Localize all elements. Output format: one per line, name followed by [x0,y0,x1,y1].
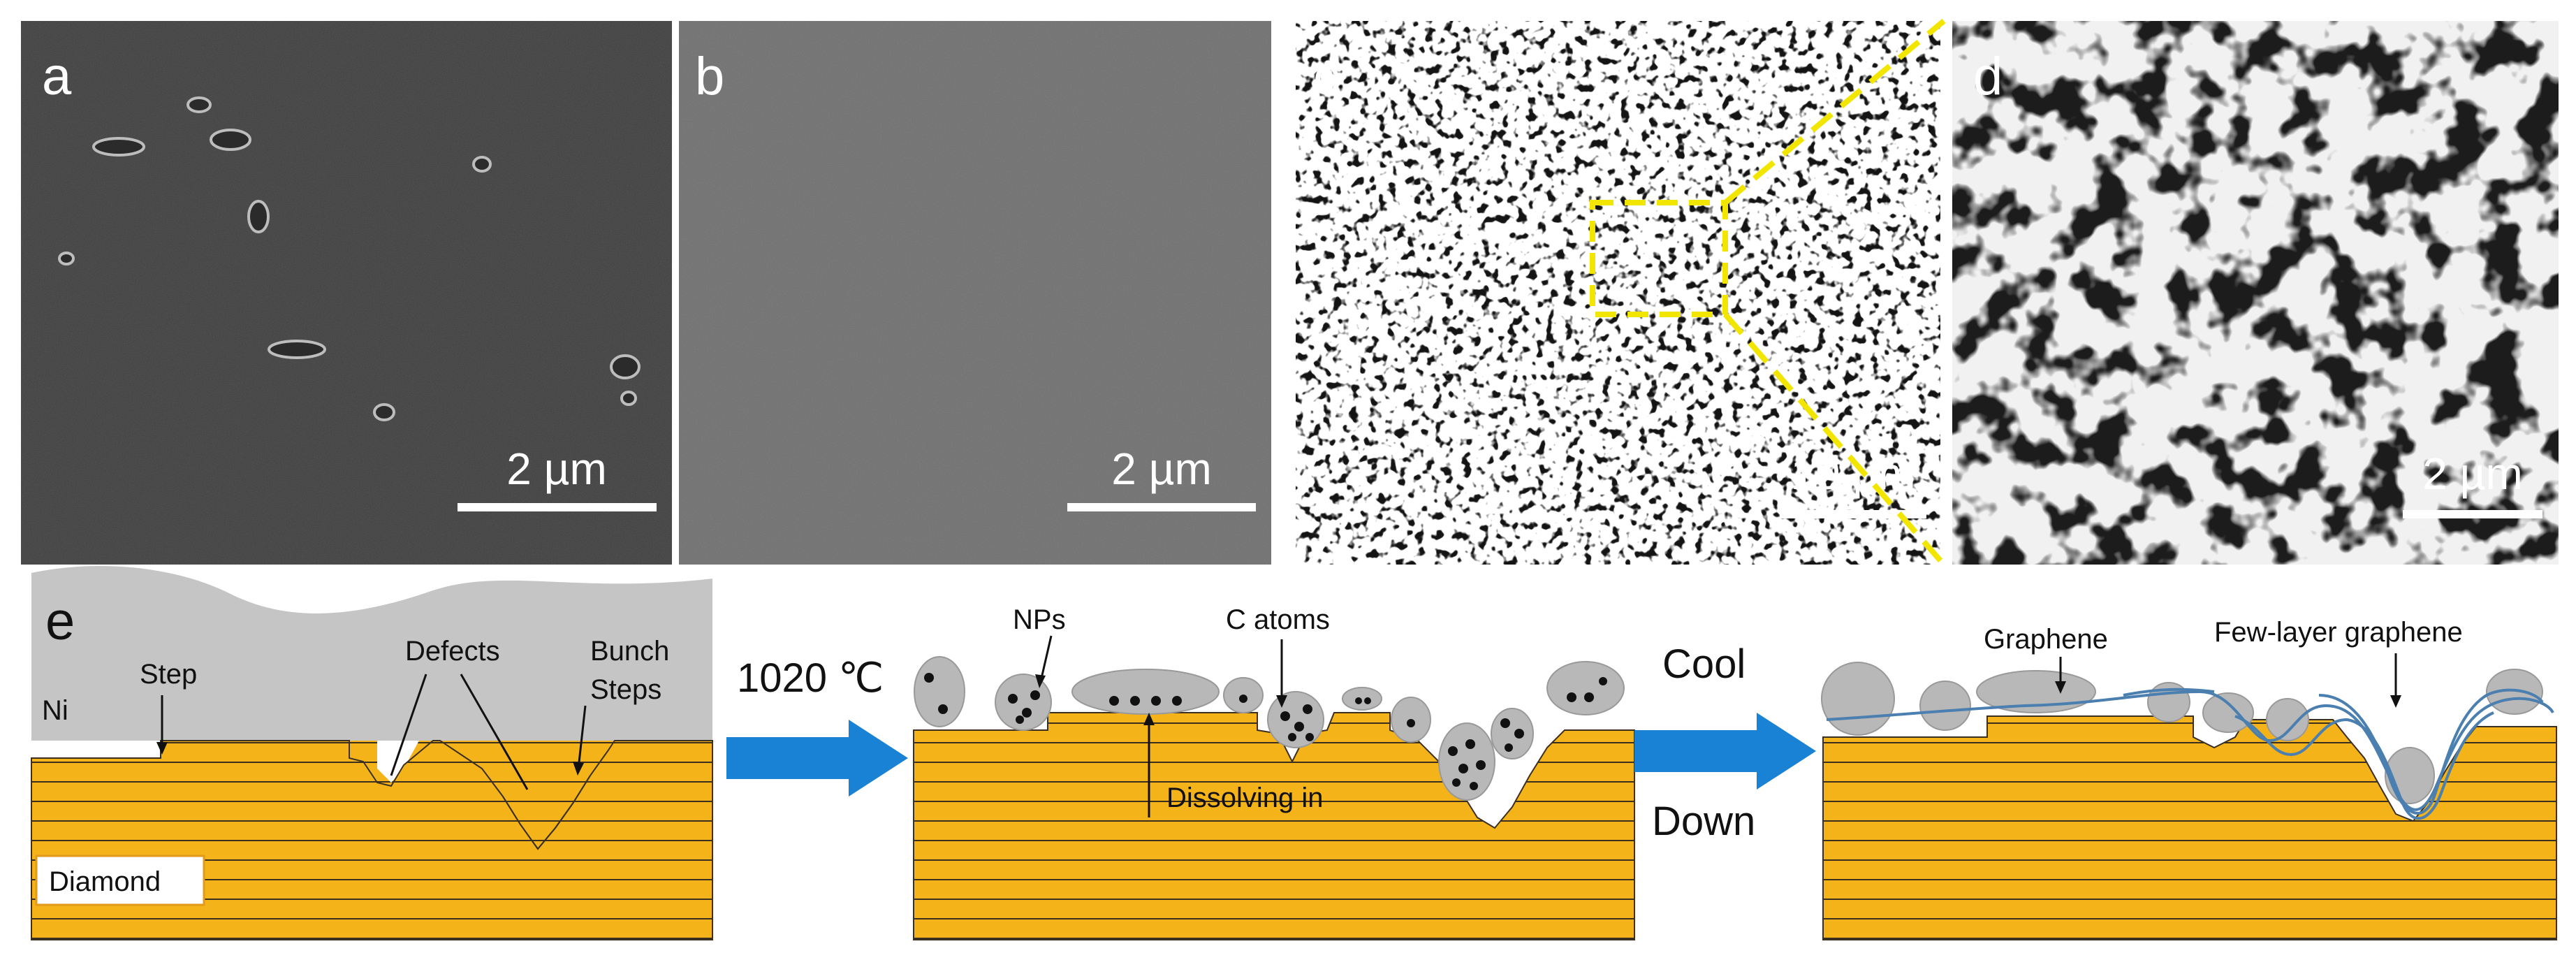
stage1-steps-label: Steps [590,674,661,705]
stage1-defects-arrow-1 [390,674,427,776]
stage1-bunch-arrowhead [573,762,584,776]
stage3-graphene-label: Graphene [1984,624,2108,655]
panel-c-label: c [1313,47,1340,106]
panel-a-features [58,96,641,421]
stage3-graphene-arrowhead [2055,681,2066,694]
stage2-catoms-arrowhead [1276,695,1287,708]
panel-a-scalebar [458,503,657,511]
stage3-graphene-layers [1826,688,2554,820]
panel-d-texture [1952,21,2559,565]
stage1: Ni Step Defects Bunch Steps Diamond [31,566,713,940]
panel-d-scalebar [2403,510,2542,518]
panel-e-label: e [45,592,75,651]
stage3: Graphene Few-layer graphene [1821,617,2557,940]
panel-d: d 2 µm [1952,21,2559,565]
stage2-nps-label: NPs [1013,604,1066,635]
panel-b: b 2 µm [679,21,1271,565]
stage1-diamond-box [35,855,205,906]
stage1-nickel [31,566,712,741]
panel-a: a 2 µm [21,21,672,565]
panel-c-scalebar [1780,510,1926,518]
heat-arrow: 1020 ℃ [726,655,908,797]
stage3-residual-particles [1821,662,2543,804]
stage2-nps-arrow [1039,635,1053,682]
stage1-bunch-arrow [577,705,587,769]
cool-arrow-label-top: Cool [1662,641,1746,687]
panel-c-texture [1296,21,1940,565]
stage1-step-label: Step [140,659,197,690]
stage2-carbon-atoms [924,673,1607,790]
stage2: NPs C atoms Dissolving in [913,604,1635,940]
stage1-defects-label: Defects [405,636,500,667]
stage3-diamond [1822,715,2557,940]
stage1-step-arrowhead [156,742,168,755]
stage2-nanoparticles [914,656,1625,801]
stage1-diamond-label: Diamond [49,866,161,897]
panel-b-scalebar [1067,503,1256,511]
panel-c: c 10 µm [1296,21,1940,565]
stage1-defects-arrow-2 [460,674,529,790]
panel-a-scale-label: 2 µm [506,444,607,494]
panel-a-label: a [42,47,72,106]
stage2-dissolve-label: Dissolving in [1166,783,1324,813]
zoom-line-bottom [1722,312,1947,567]
panel-c-zoom-box [1590,200,1728,317]
panel-d-scale-label: 2 µm [2422,449,2523,499]
stage1-bunch-label: Bunch [590,636,669,667]
stage2-dissolve-arrowhead [1143,713,1155,725]
stage2-nps-arrowhead [1035,674,1046,688]
panel-b-scale-label: 2 µm [1111,444,1212,494]
stage1-ni-label: Ni [42,695,68,726]
zoom-line-top [1723,18,1946,205]
cool-arrow-label-bottom: Down [1652,799,1755,844]
stage1-pit [502,775,591,850]
heat-arrow-shape [726,720,908,797]
panel-d-label: d [1973,47,2003,106]
stage2-catoms-label: C atoms [1226,604,1330,635]
cool-arrow: Cool Down [1634,641,1816,844]
stage3-fewlayer-arrowhead [2390,695,2401,708]
cool-arrow-shape [1634,713,1816,790]
panel-b-label: b [695,47,724,106]
panel-a-noise [21,21,672,565]
panel-c-scale-label: 10 µm [1790,449,1915,499]
panel-b-noise [679,21,1271,565]
panel-e: Ni Step Defects Bunch Steps Diamond 1020… [31,566,2557,940]
stage3-fewlayer-label: Few-layer graphene [2214,617,2463,648]
heat-arrow-label: 1020 ℃ [737,655,884,701]
